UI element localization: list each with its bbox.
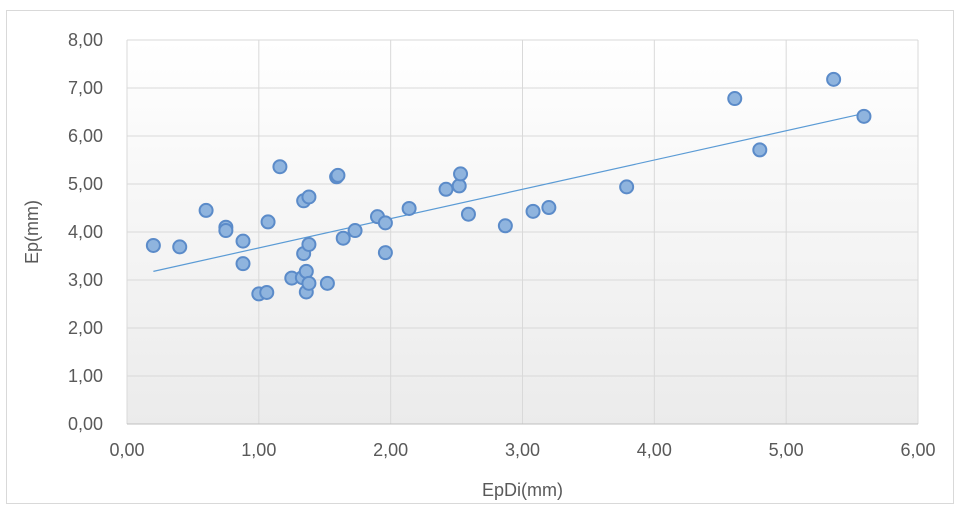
data-point (260, 214, 276, 230)
data-point (619, 179, 635, 195)
x-tick-label: 2,00 (373, 440, 408, 460)
data-point (347, 223, 363, 239)
data-point (541, 200, 557, 216)
x-axis-ticks: 0,00 1,00 2,00 3,00 4,00 5,00 6,00 (109, 440, 935, 460)
x-axis-title: EpDi(mm) (482, 480, 563, 500)
y-tick-label: 6,00 (68, 126, 103, 146)
data-point (856, 108, 872, 124)
data-point (145, 237, 161, 253)
data-point (301, 189, 317, 205)
data-point (377, 245, 393, 261)
data-point (330, 167, 346, 183)
x-tick-label: 5,00 (769, 440, 804, 460)
data-point (301, 236, 317, 252)
y-tick-label: 4,00 (68, 222, 103, 242)
data-point (235, 233, 251, 249)
data-point (301, 275, 317, 291)
data-point (298, 263, 314, 279)
data-point (460, 206, 476, 222)
y-tick-label: 7,00 (68, 78, 103, 98)
y-tick-label: 8,00 (68, 30, 103, 50)
data-point (235, 256, 251, 272)
y-tick-label: 5,00 (68, 174, 103, 194)
x-tick-label: 3,00 (505, 440, 540, 460)
data-point (525, 203, 541, 219)
x-tick-label: 0,00 (109, 440, 144, 460)
y-tick-label: 2,00 (68, 318, 103, 338)
x-tick-label: 1,00 (241, 440, 276, 460)
data-points (145, 71, 872, 302)
trendline (153, 112, 865, 272)
data-point (438, 181, 454, 197)
data-point (401, 200, 417, 216)
gridlines (126, 39, 919, 425)
data-point (752, 142, 768, 158)
y-axis-ticks: 0,00 1,00 2,00 3,00 4,00 5,00 6,00 7,00 8,00 (68, 30, 103, 434)
data-point (319, 275, 335, 291)
data-point (218, 223, 234, 239)
y-tick-label: 0,00 (68, 414, 103, 434)
x-tick-label: 4,00 (637, 440, 672, 460)
data-point (272, 159, 288, 175)
data-point (198, 202, 214, 218)
y-tick-label: 1,00 (68, 366, 103, 386)
data-point (259, 284, 275, 300)
data-point (497, 218, 513, 234)
data-point (727, 91, 743, 107)
data-point (377, 215, 393, 231)
data-point (826, 71, 842, 87)
y-axis-title: Ep(mm) (22, 200, 42, 264)
data-point (451, 178, 467, 194)
data-point (453, 166, 469, 182)
trendline-group (153, 112, 865, 272)
x-tick-label: 6,00 (900, 440, 935, 460)
y-tick-label: 3,00 (68, 270, 103, 290)
data-point (335, 230, 351, 246)
data-point (172, 239, 188, 255)
